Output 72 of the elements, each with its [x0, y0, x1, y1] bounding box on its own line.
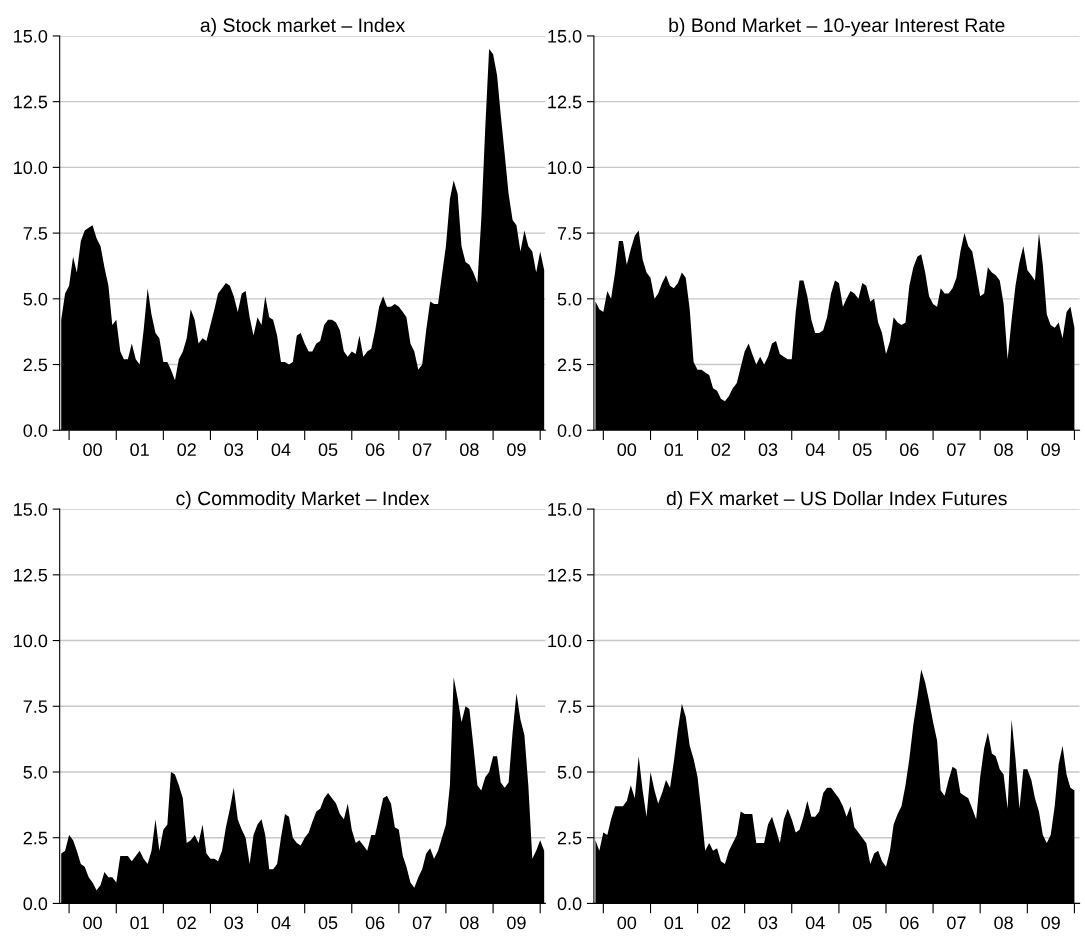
- x-tick-label: 01: [664, 916, 684, 930]
- y-tick-label: 2.5: [23, 831, 48, 845]
- y-tick-label: 15.0: [548, 503, 582, 516]
- y-tick-label: 2.5: [23, 358, 48, 372]
- x-tick-label: 00: [617, 443, 637, 457]
- x-tick-label: 06: [365, 916, 385, 930]
- x-tick-label: 09: [1041, 916, 1060, 930]
- x-tick-label: 05: [318, 443, 338, 457]
- y-tick-label: 5.0: [23, 765, 48, 779]
- y-tick-label: 15.0: [14, 29, 48, 43]
- chart-title: b) Bond Market – 10-year Interest Rate: [669, 17, 1005, 36]
- y-tick-label: 10.0: [548, 634, 582, 648]
- y-tick-label: 0.0: [557, 897, 582, 911]
- x-tick-label: 09: [507, 916, 526, 930]
- x-tick-label: 02: [177, 443, 196, 457]
- y-tick-label: 7.5: [557, 700, 582, 713]
- x-tick-label: 03: [224, 916, 244, 930]
- x-tick-label: 02: [711, 443, 731, 457]
- x-tick-label: 04: [805, 443, 825, 457]
- x-tick-label: 01: [130, 443, 149, 457]
- x-tick-label: 01: [130, 916, 149, 930]
- y-tick-label: 0.0: [23, 897, 48, 911]
- y-tick-label: 12.5: [548, 568, 582, 582]
- x-tick-label: 09: [1041, 443, 1060, 457]
- x-tick-label: 03: [758, 916, 778, 930]
- y-tick-label: 15.0: [548, 29, 582, 43]
- x-tick-label: 04: [271, 916, 291, 930]
- x-tick-label: 00: [83, 443, 102, 457]
- x-tick-label: 09: [507, 443, 526, 457]
- x-tick-label: 07: [412, 916, 432, 930]
- y-tick-label: 10.0: [14, 634, 48, 648]
- y-tick-label: 7.5: [23, 227, 48, 240]
- y-tick-label: 12.5: [14, 95, 48, 109]
- x-tick-label: 00: [617, 916, 637, 930]
- y-tick-label: 12.5: [548, 95, 582, 109]
- y-tick-label: 2.5: [557, 358, 582, 372]
- y-tick-label: 7.5: [557, 227, 582, 240]
- x-tick-label: 02: [177, 916, 196, 930]
- x-tick-label: 05: [852, 916, 872, 930]
- y-tick-label: 5.0: [557, 765, 582, 779]
- x-tick-label: 07: [947, 443, 966, 457]
- x-tick-label: 08: [994, 443, 1013, 457]
- y-tick-label: 5.0: [557, 292, 582, 306]
- x-tick-label: 06: [900, 443, 919, 457]
- y-tick-label: 12.5: [14, 568, 48, 582]
- x-tick-label: 04: [271, 443, 291, 457]
- x-tick-label: 01: [664, 443, 684, 457]
- x-tick-label: 05: [318, 916, 338, 930]
- x-tick-label: 07: [947, 916, 966, 930]
- chart-title: d) FX market – US Dollar Index Futures: [666, 490, 1007, 510]
- x-tick-label: 07: [412, 443, 432, 457]
- x-tick-label: 04: [805, 916, 825, 930]
- x-tick-label: 02: [711, 916, 731, 930]
- x-tick-label: 06: [365, 443, 385, 457]
- x-tick-label: 06: [900, 916, 919, 930]
- y-tick-label: 0.0: [557, 424, 582, 437]
- y-tick-label: 2.5: [557, 831, 582, 845]
- x-tick-label: 00: [83, 916, 102, 930]
- y-tick-label: 10.0: [14, 161, 48, 175]
- x-tick-label: 08: [460, 443, 479, 457]
- x-tick-label: 05: [852, 443, 872, 457]
- y-tick-label: 0.0: [23, 424, 48, 437]
- y-tick-label: 15.0: [14, 503, 48, 516]
- chart-title: c) Commodity Market – Index: [176, 490, 430, 510]
- y-tick-label: 5.0: [23, 292, 48, 306]
- x-tick-label: 08: [994, 916, 1013, 930]
- x-tick-label: 03: [758, 443, 778, 457]
- y-tick-label: 7.5: [23, 700, 48, 713]
- chart-title: a) Stock market – Index: [200, 17, 405, 36]
- y-tick-label: 10.0: [548, 161, 582, 175]
- x-tick-label: 03: [224, 443, 244, 457]
- x-tick-label: 08: [460, 916, 479, 930]
